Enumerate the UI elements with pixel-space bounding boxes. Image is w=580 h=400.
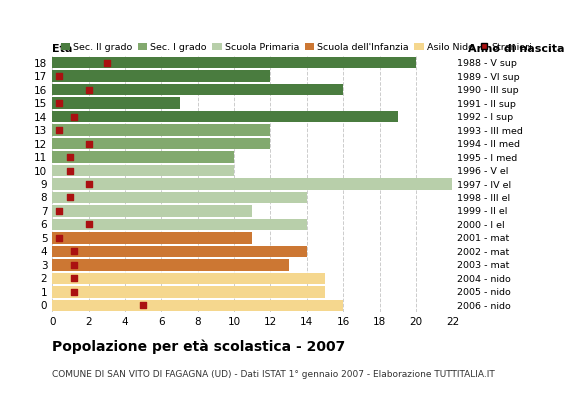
Bar bbox=[52, 70, 270, 82]
Point bbox=[70, 248, 79, 254]
Bar bbox=[52, 192, 307, 203]
Bar bbox=[52, 259, 289, 270]
Bar bbox=[52, 84, 343, 96]
Text: COMUNE DI SAN VITO DI FAGAGNA (UD) - Dati ISTAT 1° gennaio 2007 - Elaborazione T: COMUNE DI SAN VITO DI FAGAGNA (UD) - Dat… bbox=[52, 370, 495, 379]
Point bbox=[55, 127, 64, 133]
Point bbox=[66, 194, 75, 201]
Bar bbox=[52, 232, 252, 244]
Bar bbox=[52, 151, 234, 163]
Point bbox=[70, 288, 79, 295]
Point bbox=[55, 208, 64, 214]
Bar bbox=[52, 300, 343, 311]
Point bbox=[139, 302, 148, 308]
Bar bbox=[52, 124, 270, 136]
Point bbox=[84, 221, 93, 228]
Text: Anno di nascita: Anno di nascita bbox=[468, 44, 564, 54]
Bar bbox=[52, 219, 307, 230]
Point bbox=[84, 140, 93, 147]
Bar bbox=[52, 111, 398, 122]
Point bbox=[55, 73, 64, 80]
Bar bbox=[52, 57, 416, 68]
Legend: Sec. II grado, Sec. I grado, Scuola Primaria, Scuola dell'Infanzia, Asilo Nido, : Sec. II grado, Sec. I grado, Scuola Prim… bbox=[57, 39, 536, 55]
Text: Popolazione per età scolastica - 2007: Popolazione per età scolastica - 2007 bbox=[52, 340, 346, 354]
Point bbox=[84, 181, 93, 187]
Point bbox=[66, 167, 75, 174]
Point bbox=[70, 275, 79, 282]
Bar bbox=[52, 272, 325, 284]
Bar bbox=[52, 178, 452, 190]
Point bbox=[102, 60, 111, 66]
Point bbox=[66, 154, 75, 160]
Bar bbox=[52, 246, 307, 257]
Bar bbox=[52, 138, 270, 149]
Point bbox=[55, 100, 64, 106]
Point bbox=[70, 114, 79, 120]
Bar bbox=[52, 165, 234, 176]
Bar bbox=[52, 286, 325, 298]
Text: Età: Età bbox=[52, 44, 72, 54]
Point bbox=[55, 235, 64, 241]
Bar bbox=[52, 98, 180, 109]
Point bbox=[84, 86, 93, 93]
Point bbox=[70, 262, 79, 268]
Bar bbox=[52, 205, 252, 217]
